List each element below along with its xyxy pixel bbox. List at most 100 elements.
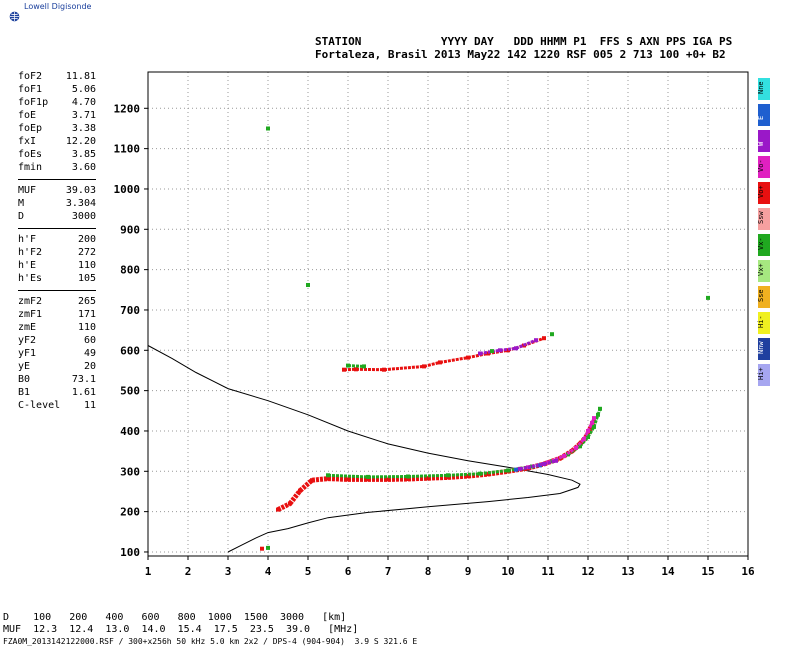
- parameter-row: yE 20: [18, 360, 96, 373]
- y-tick-label: 500: [120, 385, 140, 398]
- trace-point: [306, 283, 310, 287]
- parameter-name: h'Es: [18, 273, 43, 284]
- parameter-value: 73.1: [71, 374, 96, 385]
- parameter-row: fxI 12.20: [18, 135, 96, 148]
- trace-segment: [407, 473, 449, 478]
- parameter-name: yF2: [18, 335, 37, 346]
- y-tick-label: 1200: [114, 102, 141, 115]
- trace-segment: [311, 476, 329, 483]
- legend-label: Ssw: [757, 211, 765, 224]
- legend-item: Nnw: [757, 338, 770, 360]
- divider: [18, 174, 96, 180]
- parameter-row: M 3.304: [18, 197, 96, 210]
- parameter-name: zmF1: [18, 309, 43, 320]
- legend-item: Vo-: [757, 156, 770, 178]
- logo-label: Lowell Digisonde: [24, 2, 92, 11]
- trace-segment: [427, 474, 449, 481]
- trace-series: [518, 458, 558, 471]
- parameter-row: foE 3.71: [18, 109, 96, 122]
- parameter-value: 4.70: [71, 97, 96, 108]
- legend-item: Sse: [757, 286, 770, 308]
- parameter-row: foF1 5.06: [18, 83, 96, 96]
- y-axis: 100 200 300 400 500 600 700 800 900 1000 1100 1200: [114, 102, 148, 559]
- parameter-name: foEp: [18, 123, 43, 134]
- parameter-row: h'F 200: [18, 233, 96, 246]
- parameter-row: MUF 39.03: [18, 184, 96, 197]
- parameter-row: D 3000: [18, 210, 96, 223]
- legend-label: Vx+: [757, 263, 765, 276]
- parameter-row: foEp 3.38: [18, 122, 96, 135]
- parameter-name: yE: [18, 361, 31, 372]
- legend-label: Nne: [757, 81, 765, 94]
- parameter-row: yF2 60: [18, 334, 96, 347]
- parameter-row: h'F2 272: [18, 246, 96, 259]
- y-tick-label: 600: [120, 344, 140, 357]
- trace-segment: [288, 489, 302, 506]
- y-tick-label: 100: [120, 546, 140, 559]
- parameter-value: 110: [77, 260, 96, 271]
- x-tick-label: 5: [305, 565, 312, 578]
- parameter-row: fmin 3.60: [18, 161, 96, 174]
- parameter-row: yF1 49: [18, 347, 96, 360]
- trace-segment: [596, 408, 602, 416]
- trace-segment: [499, 346, 517, 352]
- x-axis: 1 2 3 4 5 6 7 8 9 10 11 12 13 14 15 16: [145, 556, 755, 578]
- x-tick-label: 10: [501, 565, 514, 578]
- trace-segment: [519, 462, 545, 471]
- trace-point: [706, 295, 710, 300]
- x-tick-label: 3: [225, 565, 232, 578]
- header-line2: Fortaleza, Brasil 2013 May22 142 1220 RS…: [315, 48, 726, 61]
- trace-series: [526, 416, 596, 470]
- parameter-value: 265: [77, 296, 96, 307]
- y-tick-label: 700: [120, 304, 140, 317]
- parameter-name: B1: [18, 387, 31, 398]
- trace-segment: [407, 475, 429, 482]
- parameter-row: B0 73.1: [18, 373, 96, 386]
- legend-label: Vo+: [757, 185, 765, 198]
- parameter-name: zmF2: [18, 296, 43, 307]
- legend-label: Hi-: [757, 315, 765, 328]
- legend-item: Vx-: [757, 234, 770, 256]
- grid: [148, 72, 748, 556]
- legend-label: E: [757, 115, 765, 120]
- trace-series: [266, 126, 710, 369]
- parameter-name: zmE: [18, 322, 37, 333]
- electron-density-profile: [147, 345, 581, 553]
- divider: [18, 285, 96, 291]
- ionogram-parameters: foF2 11.81 foF1 5.06 foF1p 4.70 foE 3.71 foEp 3.3…: [18, 70, 96, 412]
- parameter-name: C-level: [18, 400, 61, 411]
- parameter-group-critical-frequencies: foF2 11.81 foF1 5.06 foF1p 4.70 foE 3.71 foEp 3.3…: [18, 70, 96, 174]
- trace-segment: [590, 417, 596, 424]
- legend-item: Nne: [757, 78, 770, 100]
- parameter-value: 39.03: [65, 185, 96, 196]
- trace-segment: [586, 422, 594, 432]
- x-tick-label: 1: [145, 565, 152, 578]
- y-tick-label: 800: [120, 264, 140, 277]
- trace-point: [260, 546, 264, 551]
- y-tick-label: 900: [120, 223, 140, 236]
- parameter-value: 1.61: [71, 387, 96, 398]
- legend-label: W: [757, 141, 765, 146]
- legend-item: Vx+: [757, 260, 770, 282]
- parameter-name: D: [18, 211, 25, 222]
- parameter-group-muf: MUF 39.03 M 3.304 D 3000: [18, 184, 96, 223]
- parameter-group-profile: zmF2 265 zmF1 171 zmE 110 yF2 60 yF1 49 yE 20 B0 73.1…: [18, 295, 96, 412]
- trace-series: [342, 336, 546, 372]
- x-tick-label: 4: [265, 565, 272, 578]
- trace-segment: [439, 356, 469, 364]
- parameter-name: yF1: [18, 348, 37, 359]
- trace-segment: [347, 364, 365, 368]
- trace-segment: [515, 338, 537, 350]
- parameter-group-virtual-heights: h'F 200 h'F2 272 h'E 110 h'Es 105: [18, 233, 96, 285]
- trace-point: [490, 349, 494, 354]
- header-line1: STATION YYYY DAY DDD HHMM P1 FFS S AXN P…: [315, 35, 733, 48]
- parameter-name: fmin: [18, 162, 43, 173]
- parameter-name: foF2: [18, 71, 43, 82]
- y-tick-label: 400: [120, 425, 140, 438]
- trace-segment: [383, 364, 425, 372]
- x-tick-label: 8: [425, 565, 432, 578]
- parameter-row: foF1p 4.70: [18, 96, 96, 109]
- trace-segment: [578, 436, 590, 448]
- parameter-value: 3.85: [71, 149, 96, 160]
- parameter-name: foF1: [18, 84, 43, 95]
